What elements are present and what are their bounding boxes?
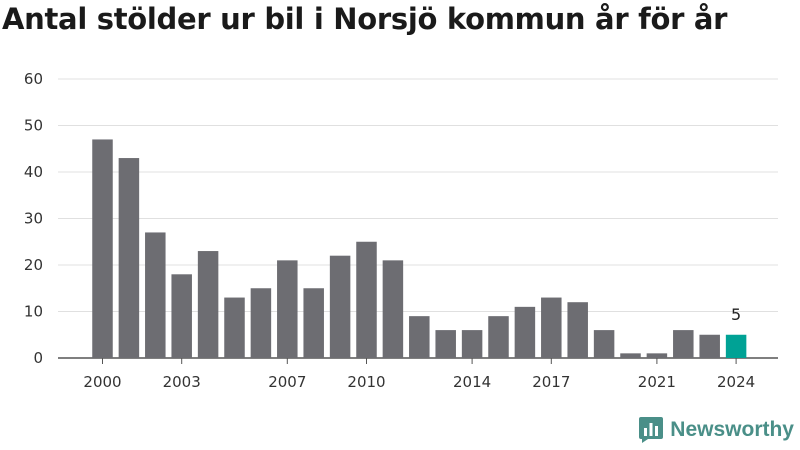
bar-2024	[725, 334, 747, 358]
newsworthy-logo-icon	[639, 417, 664, 443]
x-tick-label-2014: 2014	[453, 373, 491, 391]
bar-2015	[488, 316, 509, 358]
bar-2007	[277, 260, 298, 358]
x-tick-label-2021: 2021	[638, 373, 676, 391]
y-tick-label-0: 0	[33, 349, 43, 367]
bar-2006	[250, 288, 272, 358]
bar-2013	[435, 330, 456, 358]
bars	[92, 139, 747, 358]
data-labels: 5	[731, 305, 741, 324]
x-tick-label-2003: 2003	[163, 373, 201, 391]
bar-2003	[171, 274, 192, 358]
bar-2009	[329, 255, 351, 358]
bar-2017	[541, 297, 562, 358]
y-tick-label-10: 10	[24, 303, 43, 321]
bar-2022	[673, 330, 694, 358]
x-tick-label-2010: 2010	[347, 373, 385, 391]
bar-2000	[92, 139, 113, 358]
y-tick-label-60: 60	[24, 70, 43, 88]
bar-2004	[197, 251, 219, 358]
bar-2014	[461, 330, 483, 358]
x-tick-label-2017: 2017	[532, 373, 570, 391]
bar-2011	[382, 260, 404, 358]
x-tick-label-2000: 2000	[83, 373, 121, 391]
bar-2001	[118, 158, 140, 358]
newsworthy-brand[interactable]: Newsworthy	[639, 416, 794, 444]
y-tick-label-40: 40	[24, 163, 43, 181]
x-tick-label-2007: 2007	[268, 373, 306, 391]
chart-title: Antal stölder ur bil i Norsjö kommun år …	[2, 2, 728, 36]
bar-2019	[593, 330, 615, 358]
bar-2012	[409, 316, 430, 358]
y-tick-label-30: 30	[24, 210, 43, 228]
bar-2018	[567, 302, 588, 358]
x-tick-label-2024: 2024	[717, 373, 755, 391]
y-tick-label-20: 20	[24, 256, 43, 274]
bar-2008	[303, 288, 324, 358]
bar-2023	[699, 334, 720, 358]
x-axis-ticks: 2000 2003 2007 2010 2014 2017 2021 2024	[83, 358, 755, 391]
brand-name: Newsworthy	[670, 418, 794, 441]
bar-2021	[646, 353, 668, 358]
bar-2002	[145, 232, 166, 358]
y-axis-ticks: 0 10 20 30 40 50 60	[24, 70, 43, 367]
bar-2016	[514, 306, 536, 358]
bar-2020	[620, 353, 641, 358]
bar-2005	[224, 297, 245, 358]
data-label-2024: 5	[731, 305, 741, 324]
bar-2010	[356, 241, 377, 358]
y-tick-label-50: 50	[24, 117, 43, 135]
